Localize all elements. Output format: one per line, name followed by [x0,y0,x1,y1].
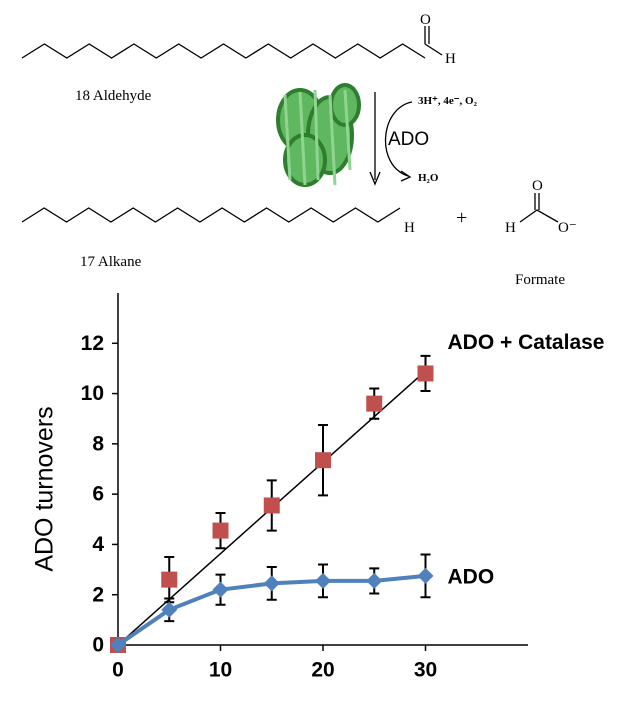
helix-lines [283,89,352,186]
arrow-head [400,170,412,182]
x-tick-label: 0 [112,659,124,682]
x-tick-label: 30 [414,659,437,682]
atom: H [505,220,516,236]
output: H₂O [418,172,439,184]
atom: O [420,12,431,28]
scheme-labels: O H 18 Aldehyde H 17 Alkane O H O⁻ Forma… [75,12,577,288]
marker [315,452,331,469]
marker [315,572,331,589]
aldehyde-chain [21,43,426,59]
y-tick-label: 10 [81,382,104,405]
y-tick-label: 2 [92,583,104,606]
atom: O⁻ [558,220,577,236]
atom: H [404,220,415,236]
marker [366,395,383,412]
marker [161,601,178,618]
y-tick-label: 8 [92,432,104,455]
marker [417,567,434,584]
x-tick-label: 10 [209,659,232,682]
y-tick-label: 0 [92,634,104,657]
curved-arrow [384,101,413,177]
x-tick-label: 20 [311,659,334,682]
y-tick-label: 12 [81,332,104,355]
atom: O [532,178,543,194]
plus: + [456,207,467,229]
protein-structure [276,83,361,187]
bond [424,43,443,56]
series-label: ADO + Catalase [448,331,605,354]
marker [263,575,280,592]
y-axis-label: ADO turnovers [31,406,59,571]
marker [366,572,383,589]
series-label: ADO [448,565,495,588]
alkane-chain [21,207,401,223]
chart: 0 2 4 6 8 10 12 0 10 20 30 ADO turnovers ADO + Catal… [31,293,605,682]
enzyme-label: ADO [388,129,429,150]
inputs: 3H⁺, 4e⁻, O₂ [418,95,478,107]
reaction-scheme [21,26,559,223]
formate-bonds [519,209,559,223]
marker [161,571,178,588]
compound-label: Formate [515,272,565,288]
marker [263,497,280,514]
y-tick-label: 6 [92,483,104,506]
compound-label: 18 Aldehyde [75,88,152,104]
marker [417,365,434,382]
atom: H [445,51,456,67]
marker [212,581,229,598]
marker [110,637,126,653]
marker [212,522,229,539]
y-tick-label: 4 [92,533,104,556]
compound-label: 17 Alkane [80,254,142,270]
arrow-head [369,171,381,186]
